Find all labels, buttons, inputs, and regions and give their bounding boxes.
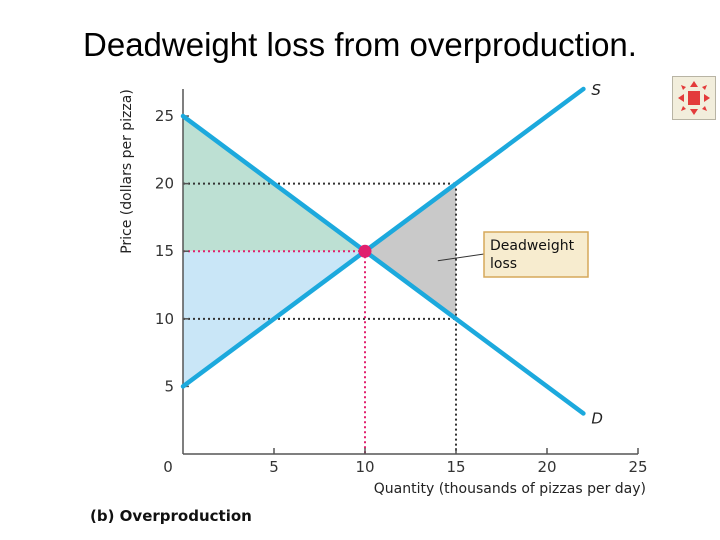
x-tick-label: 25 [628,458,647,476]
deadweight-callout-text: loss [490,256,517,272]
y-tick-label: 15 [155,242,174,260]
panel-caption: (b) Overproduction [90,507,252,525]
y-axis-title: Price (dollars per pizza) [119,89,135,254]
deadweight-loss-area [365,183,456,319]
x-tick-label: 5 [269,458,279,476]
slide-title: Deadweight loss from overproduction. [83,26,637,63]
equilibrium-point [358,244,372,258]
y-tick-label: 5 [164,377,174,395]
y-tick-label: 20 [155,175,174,193]
callout-pointer-line [437,253,485,262]
x-tick-label: 15 [446,458,465,476]
demand-curve [180,113,586,416]
supply-curve-label: S [591,81,601,99]
fit-to-screen-icon [678,81,710,115]
y-tick-label: 10 [155,310,174,328]
deadweight-callout-box [483,231,589,278]
x-tick-label: 0 [163,458,173,476]
x-axis-title: Quantity (thousands of pizzas per day) [374,481,646,497]
y-tick-label: 25 [155,107,174,125]
x-tick-label: 20 [537,458,556,476]
deadweight-callout-text: Deadweight [490,238,575,254]
supply-curve [180,86,586,389]
x-tick-label: 10 [355,458,374,476]
demand-curve-label: D [591,409,603,427]
fit-to-screen-button[interactable] [672,76,716,120]
